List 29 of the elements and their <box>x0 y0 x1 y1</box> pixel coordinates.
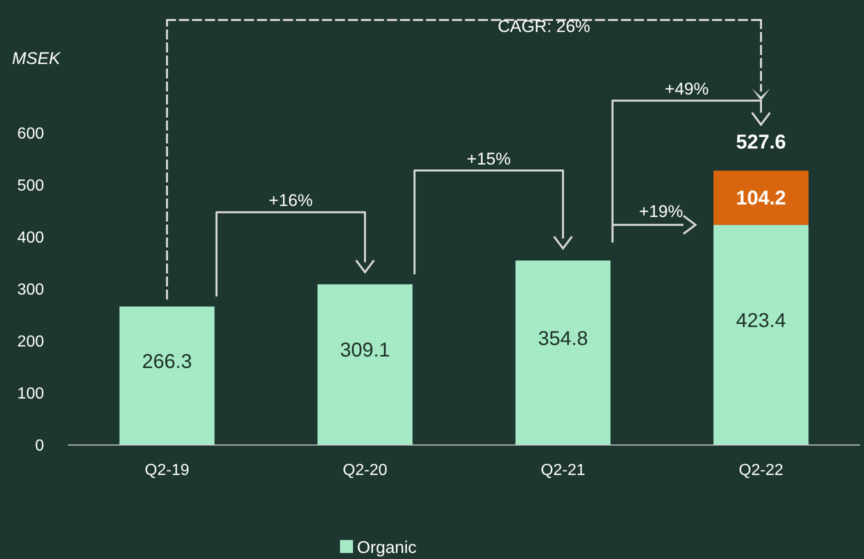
bar <box>317 284 413 445</box>
x-tick-label: Q2-19 <box>144 462 190 479</box>
text: +49% <box>664 80 709 99</box>
x-tick-label: Q2-21 <box>540 462 586 479</box>
bar <box>119 306 215 445</box>
y-tick-label: 300 <box>17 282 44 299</box>
y-tick-label: 600 <box>17 126 44 143</box>
bar <box>515 260 611 445</box>
y-tick-label: 400 <box>17 230 44 247</box>
annotation: +15% <box>466 149 511 168</box>
y-tick-label: 100 <box>17 386 44 403</box>
data-label: 423.4 <box>736 310 786 332</box>
data-label: 266.3 <box>142 350 192 373</box>
data-label: 354.8 <box>538 328 588 350</box>
x-tick-label: Q2-20 <box>342 462 388 479</box>
y-tick-label: 0 <box>35 438 44 455</box>
legend-label: Organic <box>357 538 418 557</box>
x-tick-label: Q2-22 <box>738 462 784 479</box>
bar <box>713 224 809 445</box>
annotation: +16% <box>268 191 313 210</box>
total-label: 527.6 <box>736 132 786 154</box>
data-label: 104.2 <box>736 188 786 210</box>
y-tick-label: 200 <box>17 334 44 351</box>
annotation: +19% <box>639 202 683 221</box>
data-label: 309.1 <box>340 340 390 362</box>
text: CAGR: 26% <box>498 16 590 36</box>
y-tick-label: 500 <box>17 178 44 195</box>
bar <box>713 170 809 225</box>
y-axis-title: MSEK <box>12 49 61 68</box>
